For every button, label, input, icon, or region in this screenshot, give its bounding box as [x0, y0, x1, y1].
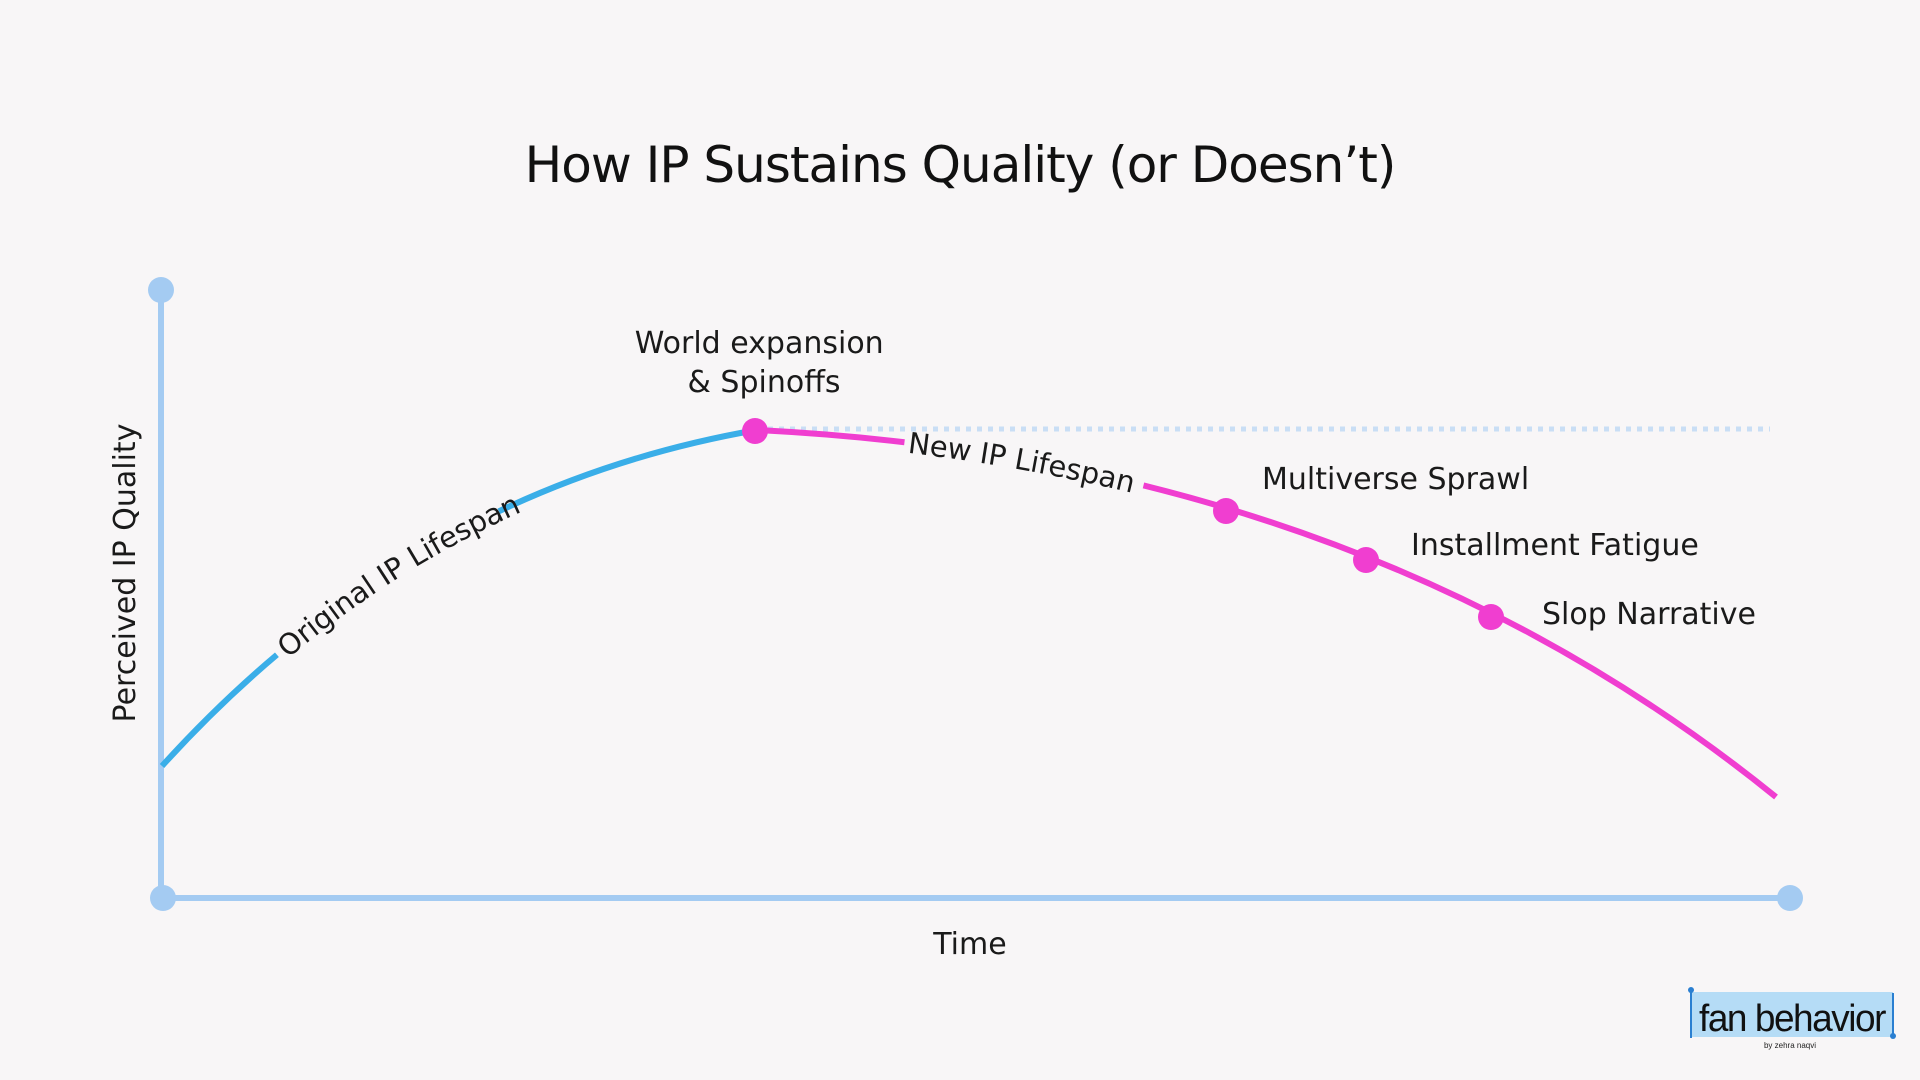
milestone-label-multiverse-sprawl: Multiverse Sprawl — [1262, 462, 1529, 497]
original-lifespan-label: Original IP Lifespan — [271, 487, 525, 664]
origin-dot — [150, 885, 176, 911]
milestone-dot-world-expansion — [742, 418, 768, 444]
milestone-dot-slop-narrative — [1478, 604, 1504, 630]
milestone-label-slop-narrative: Slop Narrative — [1542, 597, 1756, 632]
logo-background — [1691, 992, 1893, 1037]
original-lifespan-label-text: Original IP Lifespan — [271, 487, 525, 664]
new-lifespan-label-text: New IP Lifespan — [906, 426, 1138, 500]
chart-title: How IP Sustains Quality (or Doesn’t) — [525, 136, 1396, 194]
new-lifespan-label: New IP Lifespan — [906, 426, 1138, 500]
logo-byline: by zehra naqvi — [1764, 1041, 1816, 1050]
milestone-label-world-expansion-line2: & Spinoffs — [687, 365, 840, 400]
logo-corner-dot-top — [1688, 987, 1694, 993]
y-axis-label: Perceived IP Quality — [108, 424, 143, 723]
milestone-label-installment-fatigue: Installment Fatigue — [1411, 528, 1699, 563]
x-axis-end-dot — [1777, 885, 1803, 911]
milestone-dot-multiverse-sprawl — [1213, 498, 1239, 524]
new-lifespan-curve — [756, 427, 1778, 800]
milestone-label-world-expansion: World expansion & Spinoffs — [635, 326, 894, 400]
milestone-label-world-expansion-line1: World expansion — [635, 326, 884, 361]
logo-wordmark: fan behavior — [1699, 998, 1887, 1040]
x-axis-label: Time — [932, 927, 1006, 962]
original-lifespan-curve — [159, 427, 758, 769]
logo-corner-dot-bottom — [1890, 1033, 1896, 1039]
fan-behavior-logo: fan behavior by zehra naqvi — [1688, 987, 1896, 1050]
y-axis-end-dot — [148, 277, 174, 303]
milestone-dot-installment-fatigue — [1353, 547, 1379, 573]
